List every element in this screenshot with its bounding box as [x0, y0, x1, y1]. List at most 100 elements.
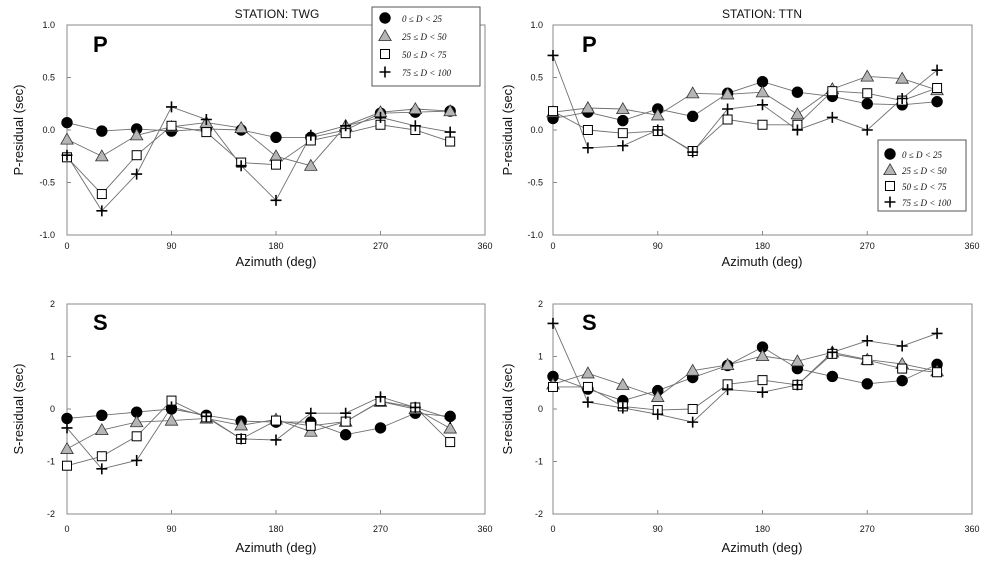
- y-tick-label: -1.0: [39, 230, 55, 240]
- x-tick-label: 0: [64, 241, 69, 251]
- data-point-square: [548, 106, 558, 117]
- x-tick-label: 270: [860, 241, 875, 251]
- data-point-square: [271, 415, 281, 426]
- data-point-triangle: [615, 377, 630, 390]
- legend-marker-plus: [379, 66, 391, 78]
- data-point-circle: [861, 378, 873, 390]
- y-axis-label: S-residual (sec): [500, 363, 515, 454]
- x-axis-ticks: 0 90 180 270 360: [550, 524, 979, 534]
- x-tick-label: 180: [268, 524, 283, 534]
- data-point-triangle: [790, 107, 805, 120]
- y-tick-label: -1.0: [527, 230, 543, 240]
- chart-title: STATION: TWG: [235, 7, 320, 21]
- data-point-triangle: [650, 389, 665, 402]
- legend-label: 25 ≤ D < 50: [402, 32, 447, 42]
- data-point-triangle: [60, 132, 74, 145]
- data-point-square: [897, 363, 908, 374]
- y-tick-label: -2: [535, 509, 543, 519]
- data-point-plus: [757, 386, 768, 398]
- data-point-square: [131, 431, 142, 442]
- x-axis-label: Azimuth (deg): [722, 254, 803, 269]
- series-line-4: [66, 106, 451, 212]
- data-point-triangle: [720, 87, 735, 100]
- data-point-square: [932, 367, 943, 378]
- x-axis-ticks: 0 90 180 270 360: [64, 524, 492, 534]
- legend-label: 0 ≤ D < 25: [902, 150, 943, 160]
- data-point-circle: [374, 422, 387, 434]
- series-line-3: [553, 353, 938, 411]
- y-tick-label: -2: [47, 509, 55, 519]
- series-line-4: [66, 396, 451, 470]
- data-point-square: [96, 189, 107, 200]
- y-axis-label: P-residual (sec): [11, 84, 26, 175]
- y-tick-label: 2: [538, 299, 543, 309]
- data-point-triangle: [129, 128, 144, 141]
- data-point-plus: [131, 168, 143, 180]
- plot-frame: [552, 303, 973, 515]
- data-point-square: [827, 86, 838, 97]
- data-point-plus: [61, 422, 73, 434]
- data-point-triangle: [443, 104, 458, 117]
- x-tick-label: 90: [166, 524, 176, 534]
- series-line-2: [66, 108, 451, 167]
- y-axis-ticks: -1.0 -0.5 0.0 0.5 1.0: [527, 20, 543, 240]
- data-point-triangle: [269, 149, 283, 162]
- data-point-square: [548, 381, 558, 392]
- data-point-plus: [340, 407, 352, 419]
- data-point-square: [687, 404, 698, 414]
- data-point-plus: [722, 384, 734, 396]
- data-point-square: [582, 125, 593, 135]
- data-point-plus: [235, 160, 247, 172]
- data-point-square: [862, 88, 873, 99]
- data-point-square: [445, 136, 456, 147]
- y-tick-label: 2: [50, 299, 55, 309]
- series-line-2: [552, 351, 938, 398]
- phase-label: P: [93, 32, 108, 57]
- y-tick-label: -1: [47, 457, 55, 467]
- legend-marker-square: [380, 49, 390, 59]
- y-tick-label: -0.5: [527, 178, 543, 188]
- x-tick-label: 90: [653, 241, 663, 251]
- series-line-3: [66, 124, 451, 195]
- series-line-4: [552, 55, 938, 153]
- phase-label: P: [582, 32, 597, 57]
- plot-frame: [66, 303, 486, 515]
- legend-marker-triangle: [378, 28, 392, 42]
- data-point-triangle: [129, 415, 144, 428]
- y-axis-ticks: -2 -1 0 1 2: [47, 299, 55, 519]
- legend-label: 0 ≤ D < 25: [402, 14, 443, 24]
- data-point-circle: [791, 86, 804, 98]
- x-tick-label: 360: [477, 241, 492, 251]
- data-point-plus: [617, 140, 629, 152]
- data-point-triangle: [60, 441, 74, 454]
- data-point-square: [305, 420, 316, 431]
- x-tick-label: 360: [964, 524, 979, 534]
- data-point-plus: [722, 103, 734, 115]
- data-point-circle: [96, 409, 108, 421]
- x-axis-label: Azimuth (deg): [236, 254, 317, 269]
- data-point-square: [445, 437, 456, 448]
- data-point-square: [757, 375, 768, 386]
- x-axis-ticks: 0 90 180 270 360: [64, 241, 492, 251]
- x-tick-label: 0: [550, 241, 555, 251]
- data-point-circle: [686, 110, 699, 123]
- x-tick-label: 180: [755, 241, 770, 251]
- data-point-plus: [687, 146, 699, 158]
- data-point-circle: [61, 412, 73, 425]
- y-axis-ticks: -1.0 -0.5 0.0 0.5 1.0: [39, 20, 55, 240]
- data-point-plus: [444, 126, 456, 138]
- data-point-plus: [861, 124, 873, 136]
- y-tick-label: 1: [50, 352, 55, 362]
- y-tick-label: -0.5: [39, 178, 55, 188]
- data-point-plus: [652, 124, 664, 136]
- data-point-triangle: [755, 85, 770, 98]
- data-point-triangle: [895, 71, 910, 84]
- data-point-plus: [305, 129, 317, 141]
- legend-marker-square: [885, 181, 895, 191]
- data-series: [546, 24, 973, 236]
- data-point-plus: [617, 402, 629, 414]
- data-point-plus: [409, 401, 421, 413]
- data-point-plus: [826, 111, 838, 123]
- x-tick-label: 90: [166, 241, 176, 251]
